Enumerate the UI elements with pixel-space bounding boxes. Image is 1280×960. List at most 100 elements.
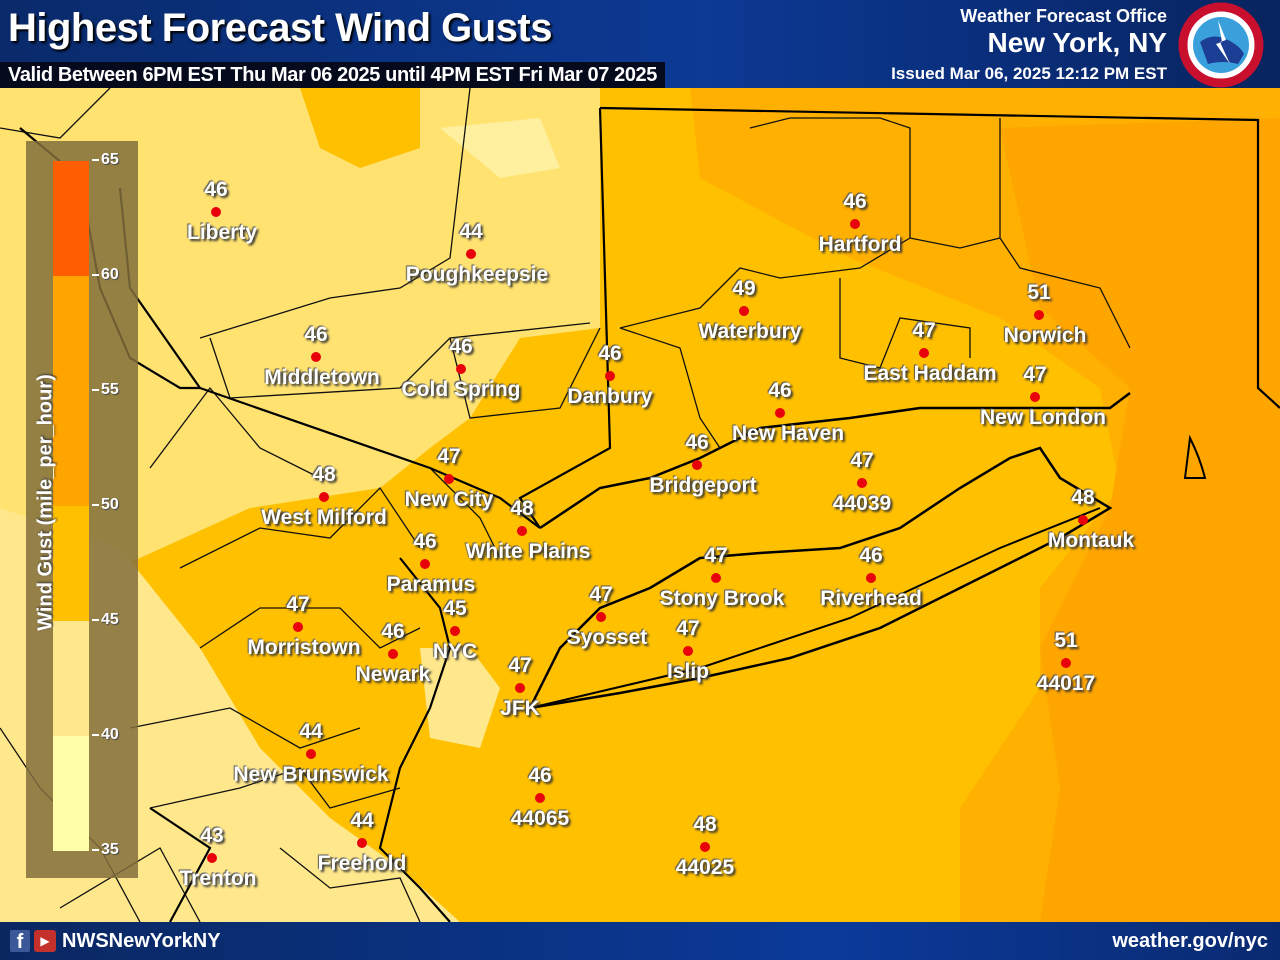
station-name: 44017	[1036, 672, 1096, 695]
station-dot-icon	[1078, 515, 1088, 525]
connecticut-coastline	[539, 392, 1131, 530]
legend-tick: 45	[92, 611, 119, 629]
gust-zone-50-60	[1000, 118, 1280, 922]
station-dot-icon	[517, 526, 527, 536]
station-gust-value: 46	[685, 431, 709, 454]
legend-tick: 40	[92, 726, 119, 744]
office-label: Weather Forecast Office	[960, 6, 1167, 26]
gust-zone-35-40	[440, 118, 560, 178]
legend-tick: 55	[92, 381, 119, 399]
social-handle[interactable]: NWSNewYorkNY	[62, 930, 221, 952]
legend-tick: 60	[92, 266, 119, 284]
station-name: 44065	[510, 807, 570, 830]
gust-zone-40-45	[420, 648, 500, 748]
facebook-icon[interactable]: f	[10, 930, 30, 953]
station-gust-value: 47	[286, 593, 310, 616]
station-name: Cold Spring	[401, 378, 521, 401]
station-dot-icon	[466, 249, 476, 259]
station-name: Middletown	[264, 366, 380, 389]
station-gust-value: 46	[859, 544, 883, 567]
legend-bin-60-65	[53, 161, 89, 276]
station-gust-value: 46	[449, 335, 473, 358]
station-gust-value: 47	[704, 544, 728, 567]
station-name: Poughkeepsie	[405, 263, 549, 286]
station-gust-value: 45	[443, 597, 467, 620]
county-boundaries	[0, 88, 1131, 922]
station-dot-icon	[311, 352, 321, 362]
station-dot-icon	[857, 478, 867, 488]
station-name: 44025	[675, 856, 735, 879]
station-name: New City	[404, 488, 494, 511]
legend-title: Wind Gust (mile_per_hour)	[34, 374, 57, 631]
legend: Wind Gust (mile_per_hour) 65 60 55 50 45 40 35	[26, 141, 138, 878]
station-name: JFK	[500, 697, 540, 720]
station-name: Riverhead	[820, 587, 922, 610]
station-name: New Brunswick	[233, 763, 389, 786]
station-name: West Milford	[261, 506, 387, 529]
issued-time: Issued Mar 06, 2025 12:12 PM EST	[891, 64, 1167, 83]
legend-tick: 65	[92, 151, 119, 169]
station-gust-value: 51	[1027, 281, 1051, 304]
station-dot-icon	[535, 793, 545, 803]
header: Highest Forecast Wind Gusts Valid Betwee…	[0, 0, 1280, 88]
station-name: Morristown	[247, 636, 361, 659]
station-gust-value: 47	[589, 583, 613, 606]
youtube-icon[interactable]: ▶	[34, 930, 56, 952]
station-dot-icon	[739, 306, 749, 316]
long-island	[527, 446, 1113, 710]
station-name: Waterbury	[698, 320, 802, 343]
station-dot-icon	[605, 371, 615, 381]
station-dot-icon	[700, 842, 710, 852]
station-dot-icon	[319, 492, 329, 502]
station-gust-value: 48	[1071, 486, 1095, 509]
station-dot-icon	[293, 622, 303, 632]
legend-bin-50-60	[53, 276, 89, 506]
station-gust-value: 46	[528, 764, 552, 787]
legend-bin-40-45	[53, 621, 89, 736]
station-dot-icon	[357, 838, 367, 848]
station-name: Freehold	[317, 852, 407, 875]
station-name: Norwich	[1003, 324, 1087, 347]
page-title: Highest Forecast Wind Gusts	[8, 6, 553, 50]
station-gust-value: 46	[598, 342, 622, 365]
footer: f ▶ NWSNewYorkNY weather.gov/nyc	[0, 922, 1280, 960]
station-dot-icon	[866, 573, 876, 583]
gust-zone-40-45	[0, 88, 600, 608]
station-gust-value: 47	[676, 617, 700, 640]
station-gust-value: 46	[204, 178, 228, 201]
station-gust-value: 44	[350, 809, 374, 832]
station-gust-value: 47	[912, 319, 936, 342]
long-island-barrier	[529, 507, 1101, 709]
station-dot-icon	[711, 573, 721, 583]
station-name: Newark	[355, 663, 431, 686]
station-dot-icon	[444, 474, 454, 484]
station-gust-value: 48	[312, 463, 336, 486]
station-dot-icon	[683, 646, 693, 656]
nws-logo	[1178, 2, 1264, 88]
legend-tick: 35	[92, 841, 119, 859]
station-dot-icon	[515, 683, 525, 693]
station-dot-icon	[1061, 658, 1071, 668]
station-dot-icon	[420, 559, 430, 569]
legend-color-bar	[53, 161, 89, 851]
station-gust-value: 47	[508, 654, 532, 677]
station-name: New London	[980, 406, 1106, 429]
station-name: Syosset	[566, 626, 648, 649]
station-gust-value: 43	[200, 824, 224, 847]
legend-tick: 50	[92, 496, 119, 514]
station-dot-icon	[306, 749, 316, 759]
website-link[interactable]: weather.gov/nyc	[1112, 930, 1268, 952]
station-dot-icon	[692, 460, 702, 470]
station-name: Paramus	[386, 573, 476, 596]
station-dot-icon	[207, 853, 217, 863]
station-name: Montauk	[1047, 529, 1135, 552]
station-name: NYC	[432, 640, 478, 663]
legend-bin-45-50	[53, 506, 89, 621]
station-name: Bridgeport	[649, 474, 757, 497]
station-dot-icon	[450, 626, 460, 636]
station-gust-value: 47	[437, 445, 461, 468]
station-gust-value: 44	[459, 220, 483, 243]
station-name: Islip	[666, 660, 710, 683]
station-gust-value: 49	[732, 277, 756, 300]
station-name: 44039	[832, 492, 892, 515]
